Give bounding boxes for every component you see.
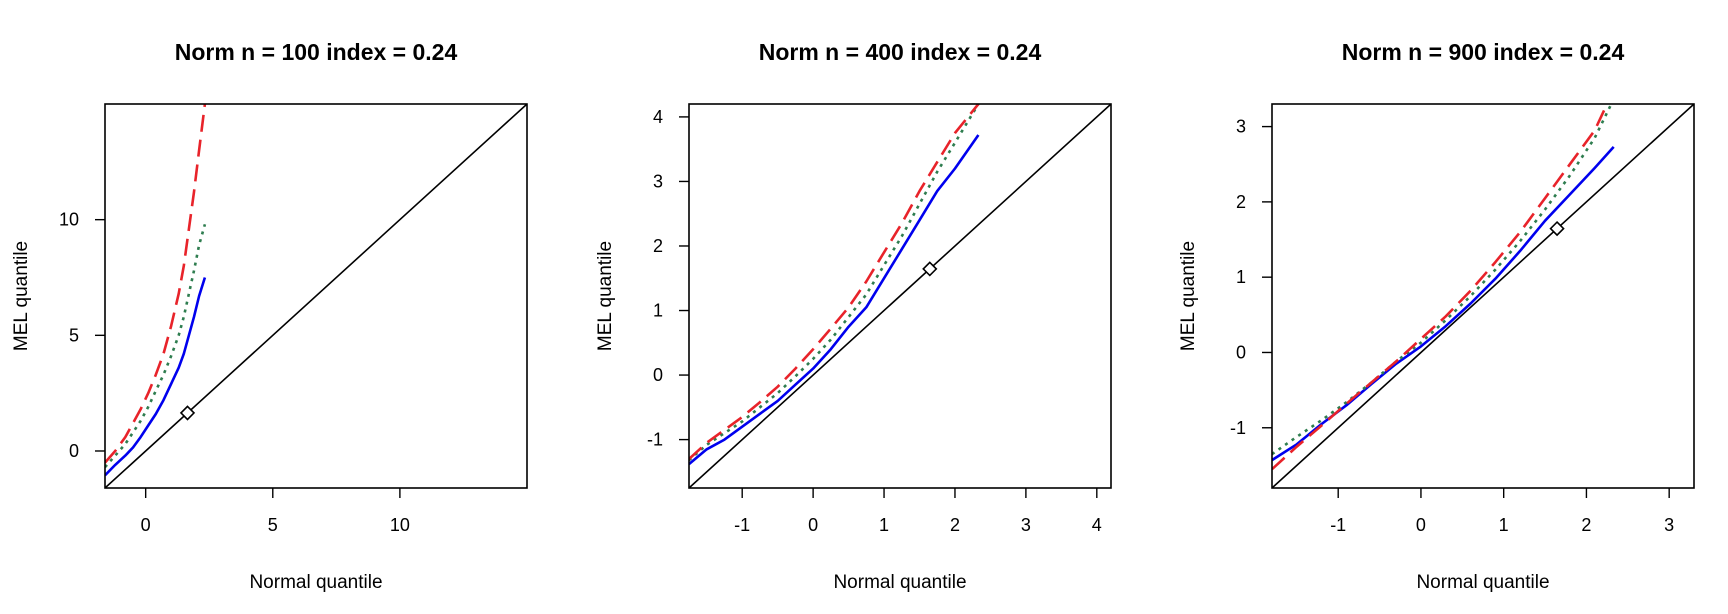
- reference-line: [1272, 104, 1694, 488]
- reference-line: [689, 104, 1111, 488]
- x-tick-label: 0: [141, 515, 151, 535]
- reference-line: [105, 104, 527, 488]
- plot-area: [689, 104, 1111, 488]
- series-line-solid: [1272, 146, 1615, 462]
- x-tick-label: -1: [734, 515, 750, 535]
- x-axis-label: Normal quantile: [1416, 572, 1549, 593]
- x-tick-label: 1: [1499, 515, 1509, 535]
- panel-title: Norm n = 900 index = 0.24: [1342, 39, 1625, 65]
- x-tick-label: -1: [1330, 515, 1346, 535]
- panel-1: Norm n = 100 index = 0.24 Normal quantil…: [11, 39, 528, 593]
- x-tick-label: 3: [1021, 515, 1031, 535]
- series-line-dashed: [689, 104, 980, 460]
- y-tick-label: 4: [653, 107, 663, 127]
- series-line-solid: [689, 134, 980, 466]
- y-tick-label: 2: [653, 236, 663, 256]
- panel-title: Norm n = 100 index = 0.24: [175, 39, 458, 65]
- y-tick-label: 1: [653, 301, 663, 321]
- y-tick-label: 3: [653, 171, 663, 191]
- y-axis-label: MEL quantile: [11, 241, 32, 351]
- panel-title: Norm n = 400 index = 0.24: [759, 39, 1042, 65]
- x-tick-label: 4: [1092, 515, 1102, 535]
- series-line-dotted: [1272, 104, 1613, 456]
- plot-frame: [104, 103, 528, 489]
- y-tick-label: 10: [59, 210, 79, 230]
- x-tick-label: 10: [390, 515, 410, 535]
- y-tick-label: -1: [1230, 418, 1246, 438]
- panel-3: Norm n = 900 index = 0.24 Normal quantil…: [1178, 39, 1695, 593]
- y-tick-label: 0: [1236, 342, 1246, 362]
- plot-frame: [688, 103, 1112, 489]
- plot-area: [1272, 104, 1694, 488]
- y-axis-label: MEL quantile: [1178, 241, 1199, 351]
- x-tick-label: 2: [950, 515, 960, 535]
- x-tick-label: 0: [808, 515, 818, 535]
- x-axis-label: Normal quantile: [249, 572, 382, 593]
- panel-2: Norm n = 400 index = 0.24 Normal quantil…: [595, 39, 1112, 593]
- y-tick-label: 1: [1236, 267, 1246, 287]
- x-tick-label: 1: [879, 515, 889, 535]
- diamond-marker: [922, 261, 938, 277]
- plot-frame: [1271, 103, 1695, 489]
- x-axis-label: Normal quantile: [833, 572, 966, 593]
- y-tick-label: -1: [647, 430, 663, 450]
- series-line-dotted: [689, 104, 980, 462]
- series-line-solid: [105, 277, 207, 477]
- plot-area: [105, 104, 527, 488]
- diamond-marker: [1549, 220, 1565, 237]
- y-tick-label: 5: [69, 325, 79, 345]
- y-tick-label: 0: [69, 441, 79, 461]
- x-tick-label: 3: [1664, 515, 1674, 535]
- series-line-dotted: [105, 223, 207, 469]
- y-tick-label: 2: [1236, 192, 1246, 212]
- y-axis-label: MEL quantile: [595, 241, 616, 351]
- x-tick-label: 2: [1581, 515, 1591, 535]
- diamond-marker: [179, 405, 196, 421]
- series-line-dashed: [105, 104, 207, 464]
- x-tick-label: 0: [1416, 515, 1426, 535]
- y-tick-label: 0: [653, 365, 663, 385]
- series-line-dashed: [1272, 104, 1609, 471]
- y-tick-label: 3: [1236, 117, 1246, 137]
- x-tick-label: 5: [268, 515, 278, 535]
